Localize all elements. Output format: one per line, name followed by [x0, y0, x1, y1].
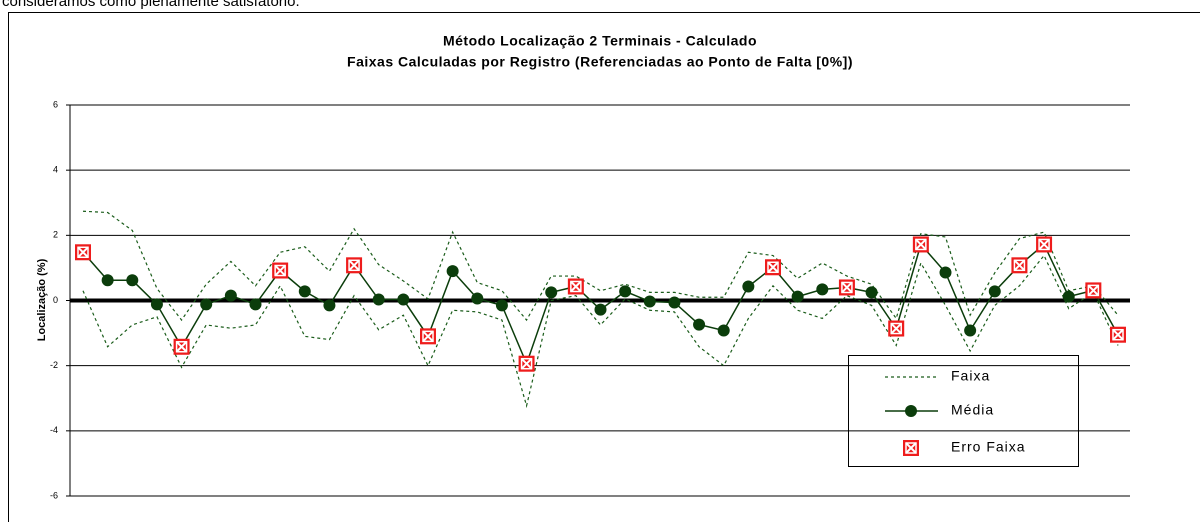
media-point [447, 265, 459, 277]
legend-label: Média [951, 402, 994, 418]
media-point [693, 319, 705, 331]
media-point [397, 294, 409, 306]
legend-erro-marker [903, 440, 919, 456]
chart-title: Método Localização 2 Terminais - Calcula… [443, 33, 757, 49]
erro-faixa-point [1110, 327, 1126, 343]
media-point [866, 286, 878, 298]
y-tick-label: -6 [50, 490, 58, 500]
media-point [792, 291, 804, 303]
y-axis-label: Localização (%) [36, 258, 48, 341]
y-tick-label: -4 [50, 425, 58, 435]
chart-subtitle: Faixas Calculadas por Registro (Referenc… [347, 54, 853, 70]
y-tick-label: 2 [53, 230, 58, 240]
erro-faixa-point [1011, 257, 1027, 273]
media-point [323, 299, 335, 311]
media-point [816, 283, 828, 295]
erro-faixa-point [519, 356, 535, 372]
erro-faixa-point [568, 278, 584, 294]
erro-faixa-point [888, 321, 904, 337]
erro-faixa-point [174, 339, 190, 355]
media-point [668, 296, 680, 308]
y-tick-label: 4 [53, 165, 58, 175]
erro-faixa-point [420, 328, 436, 344]
y-tick-label: -2 [50, 360, 58, 370]
media-point [299, 285, 311, 297]
media-point [545, 286, 557, 298]
erro-faixa-point [1085, 282, 1101, 298]
erro-faixa-point [346, 257, 362, 273]
media-point [644, 295, 656, 307]
media-point [496, 299, 508, 311]
media-point [200, 298, 212, 310]
media-point [1063, 291, 1075, 303]
erro-faixa-point [839, 279, 855, 295]
erro-faixa-point [272, 263, 288, 279]
doc-text: consideramos como plenamente satisfatóri… [2, 0, 300, 10]
media-point [940, 266, 952, 278]
media-point [373, 294, 385, 306]
legend-label: Erro Faixa [951, 439, 1026, 455]
media-point [595, 304, 607, 316]
media-point [225, 290, 237, 302]
media-point [151, 298, 163, 310]
media-point [619, 285, 631, 297]
erro-faixa-point [913, 236, 929, 252]
media-point [126, 274, 138, 286]
media-point [989, 285, 1001, 297]
y-tick-label: 0 [53, 295, 58, 305]
erro-faixa-point [1036, 236, 1052, 252]
legend-media-marker [905, 405, 917, 417]
legend-label: Faixa [951, 368, 990, 384]
media-point [250, 298, 262, 310]
media-point [964, 324, 976, 336]
erro-faixa-point [75, 244, 91, 260]
media-point [471, 293, 483, 305]
media-point [742, 280, 754, 292]
media-point [102, 274, 114, 286]
erro-faixa-point [765, 259, 781, 275]
y-tick-label: 6 [53, 99, 58, 109]
media-point [718, 324, 730, 336]
